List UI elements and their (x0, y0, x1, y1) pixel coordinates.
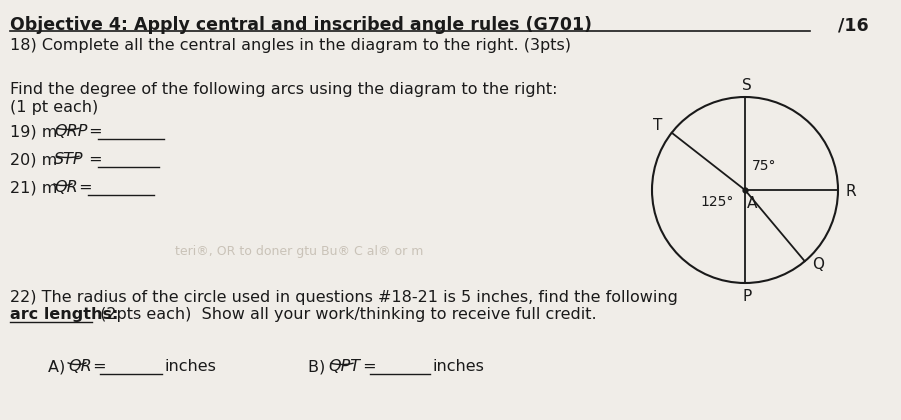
Text: =: = (88, 359, 106, 374)
Text: 19) m: 19) m (10, 124, 58, 139)
Text: =: = (358, 359, 377, 374)
Text: B): B) (308, 359, 331, 374)
Text: P: P (742, 289, 751, 304)
Text: Find the degree of the following arcs using the diagram to the right:: Find the degree of the following arcs us… (10, 82, 558, 97)
Text: QRP: QRP (54, 124, 87, 139)
Text: QR: QR (54, 180, 77, 195)
Text: =: = (84, 152, 103, 167)
Text: inches: inches (433, 359, 485, 374)
Text: (2pts each)  Show all your work/thinking to receive full credit.: (2pts each) Show all your work/thinking … (95, 307, 596, 322)
Text: teri®, OR to doner gtu Bu® C al® or m: teri®, OR to doner gtu Bu® C al® or m (175, 245, 423, 258)
Text: A: A (747, 195, 757, 210)
Text: QPT: QPT (328, 359, 360, 374)
Text: Objective 4: Apply central and inscribed angle rules (G701): Objective 4: Apply central and inscribed… (10, 16, 592, 34)
Text: 125°: 125° (700, 195, 733, 209)
Text: Q: Q (812, 257, 824, 272)
Text: /16: /16 (838, 16, 869, 34)
Text: T: T (653, 118, 662, 133)
Text: 22) The radius of the circle used in questions #18-21 is 5 inches, find the foll: 22) The radius of the circle used in que… (10, 290, 678, 305)
Text: =: = (84, 124, 103, 139)
Text: 75°: 75° (752, 159, 777, 173)
Text: inches: inches (165, 359, 217, 374)
Text: R: R (846, 184, 856, 199)
Text: 20) m: 20) m (10, 152, 58, 167)
Text: (1 pt each): (1 pt each) (10, 100, 98, 115)
Text: arc lengths:: arc lengths: (10, 307, 118, 322)
Text: A): A) (48, 359, 70, 374)
Text: STP: STP (54, 152, 84, 167)
Text: S: S (742, 78, 751, 92)
Text: 21) m: 21) m (10, 180, 58, 195)
Text: 18) Complete all the central angles in the diagram to the right. (3pts): 18) Complete all the central angles in t… (10, 38, 571, 53)
Text: QR: QR (68, 359, 92, 374)
Text: =: = (74, 180, 93, 195)
